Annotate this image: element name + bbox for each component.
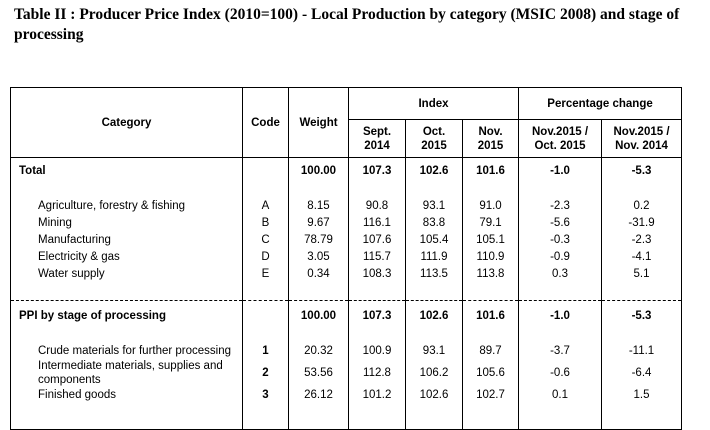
header-percentage-change: Percentage change [518, 87, 683, 120]
table-row: Electricity & gas D 3.05 115.7 111.9 110… [11, 248, 682, 265]
header-weight: Weight [288, 87, 349, 158]
table-row: Mining B 9.67 116.1 83.8 79.1 -5.6 -31.9 [11, 214, 682, 231]
header-index: Index [347, 87, 520, 120]
header-nov-2015: Nov. 2015 [461, 119, 520, 158]
header-category: Category [10, 87, 243, 158]
header-change-year: Nov.2015 /Nov. 2014 [601, 119, 683, 158]
header-sept-2014: Sept. 2014 [348, 119, 406, 158]
table-row: Intermediate materials, supplies and comp… [11, 358, 682, 388]
table-row: Water supply E 0.34 108.3 113.5 113.8 0.… [11, 265, 682, 282]
table-header: Category Code Weight Index Percentage ch… [10, 87, 683, 158]
ppi-table: Category Code Weight Index Percentage ch… [10, 87, 683, 430]
table-row: Manufacturing C 78.79 107.6 105.4 105.1 … [11, 231, 682, 248]
table-row-total: Total 100.00 107.3 102.6 101.6 -1.0 -5.3 [11, 157, 682, 184]
header-code: Code [242, 87, 289, 158]
header-oct-2015: Oct. 2015 [405, 119, 463, 158]
dashed-divider [10, 300, 682, 302]
table-row: Agriculture, forestry & fishing A 8.15 9… [11, 197, 682, 214]
table-row-stage-total: PPI by stage of processing 100.00 107.3 … [11, 302, 682, 330]
table-title: Table II : Producer Price Index (2010=10… [14, 6, 680, 43]
table-row: Crude materials for further processing 1… [11, 343, 682, 358]
table-row: Finished goods 3 26.12 101.2 102.6 102.7… [11, 388, 682, 402]
header-change-month: Nov.2015 /Oct. 2015 [518, 119, 603, 158]
